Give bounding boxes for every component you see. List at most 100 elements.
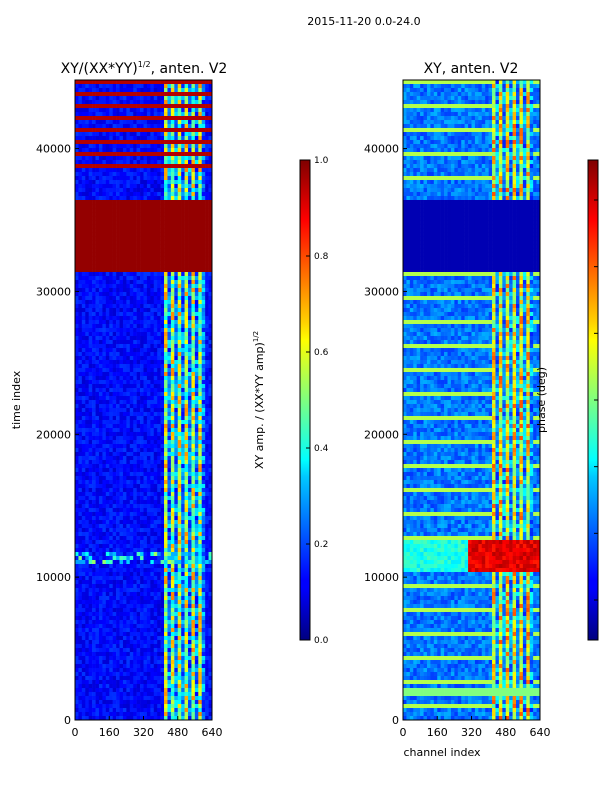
- heatmap-cell: [95, 296, 100, 301]
- heatmap-cell: [184, 368, 189, 373]
- heatmap-cell: [112, 216, 117, 221]
- heatmap-cell: [81, 360, 86, 365]
- heatmap-cell: [133, 172, 137, 177]
- heatmap-cell: [75, 556, 79, 561]
- heatmap-cell: [170, 124, 175, 129]
- heatmap-cell: [88, 572, 93, 577]
- heatmap-cell: [174, 288, 179, 293]
- heatmap-cell: [98, 504, 103, 509]
- heatmap-cell: [157, 272, 161, 277]
- heatmap-cell: [116, 148, 120, 153]
- heatmap-cell: [150, 232, 155, 237]
- heatmap-cell: [150, 296, 155, 301]
- heatmap-cell: [181, 328, 185, 333]
- heatmap-cell: [146, 112, 151, 117]
- heatmap-cell: [88, 152, 93, 157]
- heatmap-cell: [208, 484, 213, 489]
- heatmap-cell: [112, 144, 117, 149]
- heatmap-cell: [167, 424, 172, 429]
- heatmap-cell: [133, 244, 137, 249]
- heatmap-cell: [170, 336, 175, 341]
- heatmap-cell: [85, 112, 89, 117]
- heatmap-cell: [112, 148, 117, 153]
- heatmap-cell: [88, 200, 93, 205]
- heatmap-cell: [194, 160, 199, 165]
- heatmap-cell: [129, 280, 134, 285]
- heatmap-cell: [105, 444, 110, 449]
- heatmap-cell: [170, 256, 175, 261]
- heatmap-cell: [95, 280, 100, 285]
- heatmap-cell: [153, 300, 158, 305]
- heatmap-cell: [153, 92, 158, 97]
- heatmap-cell: [184, 384, 189, 389]
- heatmap-cell: [78, 96, 83, 101]
- heatmap-cell: [116, 224, 120, 229]
- heatmap-cell: [81, 100, 86, 105]
- heatmap-cell: [88, 192, 93, 197]
- heatmap-cell: [181, 464, 185, 469]
- heatmap-cell: [167, 344, 172, 349]
- heatmap-cell: [205, 192, 209, 197]
- heatmap-cell: [122, 184, 127, 189]
- heatmap-cell: [95, 576, 100, 581]
- heatmap-cell: [191, 540, 196, 545]
- heatmap-cell: [92, 188, 96, 193]
- heatmap-cell: [109, 544, 113, 549]
- heatmap-cell: [136, 552, 141, 557]
- heatmap-cell: [129, 312, 134, 317]
- heatmap-cell: [153, 332, 158, 337]
- heatmap-cell: [109, 464, 113, 469]
- heatmap-cell: [105, 104, 110, 109]
- heatmap-cell: [126, 200, 131, 205]
- heatmap-cell: [208, 520, 213, 525]
- heatmap-cell: [92, 180, 96, 185]
- heatmap-cell: [119, 384, 124, 389]
- heatmap-cell: [194, 80, 199, 85]
- heatmap-cell: [181, 528, 185, 533]
- heatmap-cell: [112, 312, 117, 317]
- heatmap-cell: [109, 536, 113, 541]
- heatmap-cell: [133, 208, 137, 213]
- heatmap-cell: [205, 264, 209, 269]
- heatmap-cell: [143, 100, 148, 105]
- heatmap-cell: [140, 172, 144, 177]
- heatmap-cell: [133, 392, 137, 397]
- heatmap-cell: [109, 104, 113, 109]
- heatmap-cell: [143, 408, 148, 413]
- heatmap-cell: [133, 268, 137, 273]
- heatmap-cell: [160, 300, 165, 305]
- heatmap-cell: [85, 144, 89, 149]
- heatmap-cell: [88, 84, 93, 89]
- heatmap-cell: [170, 356, 175, 361]
- heatmap-cell: [112, 404, 117, 409]
- heatmap-cell: [109, 416, 113, 421]
- heatmap-cell: [102, 304, 107, 309]
- heatmap-cell: [143, 232, 148, 237]
- heatmap-cell: [81, 428, 86, 433]
- heatmap-cell: [205, 184, 209, 189]
- heatmap-cell: [81, 188, 86, 193]
- heatmap-cell: [146, 208, 151, 213]
- heatmap-cell: [129, 80, 134, 85]
- heatmap-cell: [188, 228, 192, 233]
- heatmap-cell: [170, 184, 175, 189]
- heatmap-cell: [112, 328, 117, 333]
- heatmap-cell: [95, 152, 100, 157]
- heatmap-cell: [201, 248, 206, 253]
- heatmap-cell: [102, 316, 107, 321]
- heatmap-cell: [78, 212, 83, 217]
- heatmap-cell: [116, 252, 120, 257]
- heatmap-cell: [194, 472, 199, 477]
- heatmap-cell: [170, 412, 175, 417]
- heatmap-cell: [78, 496, 83, 501]
- heatmap-cell: [157, 340, 161, 345]
- heatmap-cell: [126, 304, 131, 309]
- heatmap-cell: [92, 160, 96, 165]
- heatmap-cell: [95, 208, 100, 213]
- heatmap-cell: [191, 244, 196, 249]
- heatmap-cell: [116, 256, 120, 261]
- heatmap-cell: [184, 500, 189, 505]
- heatmap-cell: [95, 256, 100, 261]
- heatmap-cell: [102, 292, 107, 297]
- heatmap-cell: [140, 340, 144, 345]
